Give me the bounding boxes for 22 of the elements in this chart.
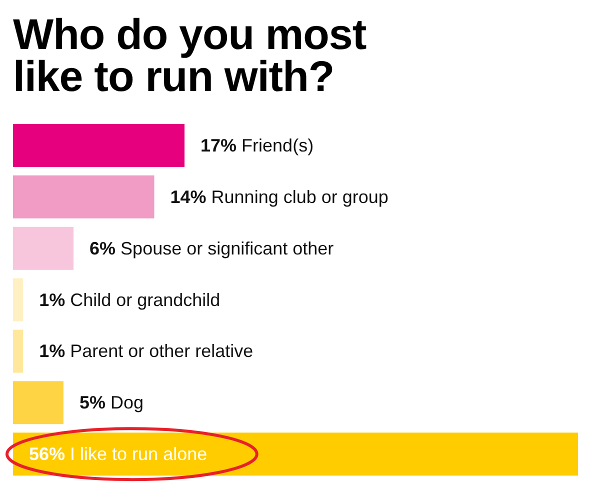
- y-tick-label: Dog: [105, 392, 144, 413]
- y-tick-label: Friend(s): [236, 136, 314, 156]
- bar: [13, 381, 64, 424]
- data-label: 56%: [29, 444, 66, 464]
- bar: [13, 226, 74, 270]
- data-label: 6%: [90, 238, 116, 258]
- bar: [13, 175, 154, 218]
- data-label: 14%: [170, 186, 206, 207]
- y-tick-label: Spouse or significant other: [116, 238, 334, 258]
- y-tick-label: I like to run alone: [65, 444, 208, 464]
- bar: [13, 124, 185, 167]
- y-tick-label: Child or grandchild: [65, 290, 220, 310]
- y-tick-label: Running club or group: [206, 186, 388, 207]
- bar: [13, 432, 578, 476]
- data-label: 1%: [39, 341, 66, 362]
- data-label: 5%: [79, 392, 106, 413]
- data-label: 1%: [39, 290, 66, 310]
- bar: [13, 278, 24, 322]
- bar: [13, 330, 24, 373]
- y-tick-label: Parent or other relative: [65, 341, 254, 362]
- data-label: 17%: [200, 136, 237, 156]
- chart-title: Who do you most like to run with?: [13, 11, 368, 101]
